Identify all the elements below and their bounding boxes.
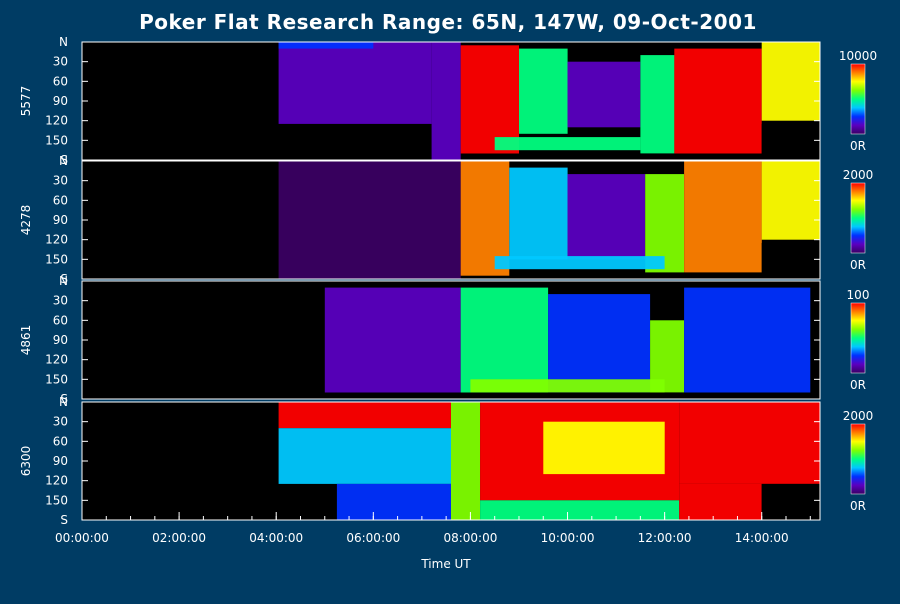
panel-6300: N 30 60 90 120 150 S 6300 2000 0R [19, 395, 873, 527]
intensity-cell [567, 61, 641, 128]
colorbar-max-label: 2000 [843, 409, 874, 423]
intensity-cell [324, 287, 461, 393]
intensity-cell [278, 123, 337, 160]
y-tick-label: N [59, 395, 68, 409]
intensity-cell [494, 137, 641, 151]
y-tick-label: 60 [53, 434, 68, 448]
y-tick-label: 150 [45, 133, 68, 147]
colorbar-max-label: 2000 [843, 168, 874, 182]
y-tick-label: 120 [45, 114, 68, 128]
intensity-cell [519, 48, 568, 134]
panel-wavelength-label: 5577 [19, 86, 33, 117]
y-tick-label: 30 [53, 174, 68, 188]
x-tick-label: 14:00:00 [735, 531, 789, 545]
x-tick-label: 06:00:00 [346, 531, 400, 545]
chart-title: Poker Flat Research Range: 65N, 147W, 09… [139, 10, 757, 34]
intensity-cell [460, 287, 549, 393]
intensity-cell [761, 161, 820, 240]
intensity-cell [431, 42, 461, 160]
intensity-cell [278, 402, 451, 429]
intensity-cell [684, 161, 762, 273]
intensity-cell [761, 123, 820, 160]
y-tick-label: 150 [45, 493, 68, 507]
colorbar-max-label: 100 [847, 288, 870, 302]
x-tick-label: 04:00:00 [249, 531, 303, 545]
y-tick-label: N [59, 274, 68, 288]
y-tick-label: 120 [45, 353, 68, 367]
y-tick-label: 30 [53, 415, 68, 429]
y-tick-label: 120 [45, 233, 68, 247]
y-tick-label: S [60, 153, 68, 167]
y-tick-label: 150 [45, 252, 68, 266]
intensity-cell [82, 281, 279, 399]
y-tick-label: 30 [53, 55, 68, 69]
intensity-cell [336, 483, 451, 520]
x-tick-label: 12:00:00 [638, 531, 692, 545]
colorbar-max-label: 10000 [839, 49, 877, 63]
colorbar [850, 423, 866, 495]
intensity-cell [494, 256, 665, 270]
y-tick-label: 90 [53, 94, 68, 108]
intensity-cell [761, 242, 820, 279]
panel-4278: N 30 60 90 120 150 S 4278 2000 0R [19, 154, 873, 286]
intensity-cell [640, 55, 675, 154]
colorbar-min-label: 0R [850, 499, 866, 513]
intensity-cell [278, 42, 374, 49]
intensity-cell [543, 421, 665, 475]
intensity-cell [567, 174, 646, 260]
panel-wavelength-label: 4278 [19, 205, 33, 236]
y-tick-label: 90 [53, 213, 68, 227]
y-tick-label: S [60, 513, 68, 527]
y-tick-label: 60 [53, 74, 68, 88]
intensity-cell [761, 483, 820, 520]
y-tick-label: 60 [53, 193, 68, 207]
intensity-cell [82, 42, 279, 160]
intensity-cell [460, 45, 519, 154]
x-tick-label: 08:00:00 [443, 531, 497, 545]
intensity-cell [679, 402, 820, 484]
intensity-cell [451, 402, 481, 520]
intensity-cell [548, 294, 651, 393]
intensity-cell [278, 42, 432, 124]
intensity-cell [679, 483, 762, 520]
x-tick-label: 10:00:00 [541, 531, 595, 545]
colorbar-min-label: 0R [850, 139, 866, 153]
colorbar-min-label: 0R [850, 378, 866, 392]
panel-wavelength-label: 6300 [19, 446, 33, 477]
intensity-cell [509, 167, 568, 260]
colorbar [850, 302, 866, 374]
y-tick-label: 30 [53, 294, 68, 308]
colorbar [850, 182, 866, 254]
x-tick-label: 02:00:00 [152, 531, 206, 545]
intensity-cell [761, 42, 820, 121]
intensity-cell [470, 379, 665, 393]
y-tick-label: S [60, 392, 68, 406]
y-tick-label: 90 [53, 333, 68, 347]
y-tick-label: N [59, 35, 68, 49]
y-tick-label: N [59, 154, 68, 168]
intensity-cell [684, 287, 811, 393]
y-tick-label: 120 [45, 474, 68, 488]
intensity-cell [82, 402, 279, 520]
y-tick-label: 60 [53, 313, 68, 327]
colorbar [850, 63, 866, 135]
y-tick-label: 150 [45, 372, 68, 386]
x-tick-label: 00:00:00 [55, 531, 109, 545]
y-tick-label: 90 [53, 454, 68, 468]
intensity-cell [674, 48, 762, 154]
intensity-cell [278, 428, 451, 484]
x-axis-label: Time UT [420, 557, 471, 571]
intensity-cell [278, 161, 461, 279]
panel-wavelength-label: 4861 [19, 325, 33, 356]
colorbar-min-label: 0R [850, 258, 866, 272]
y-tick-label: S [60, 272, 68, 286]
intensity-cell [278, 483, 337, 520]
intensity-cell [645, 174, 684, 273]
intensity-cell [480, 500, 680, 520]
panel-5577: N 30 60 90 120 150 S 5577 10000 0R [19, 35, 877, 167]
intensity-cell [82, 161, 279, 279]
panel-4861: N 30 60 90 120 150 S 4861 100 0R [19, 274, 869, 406]
